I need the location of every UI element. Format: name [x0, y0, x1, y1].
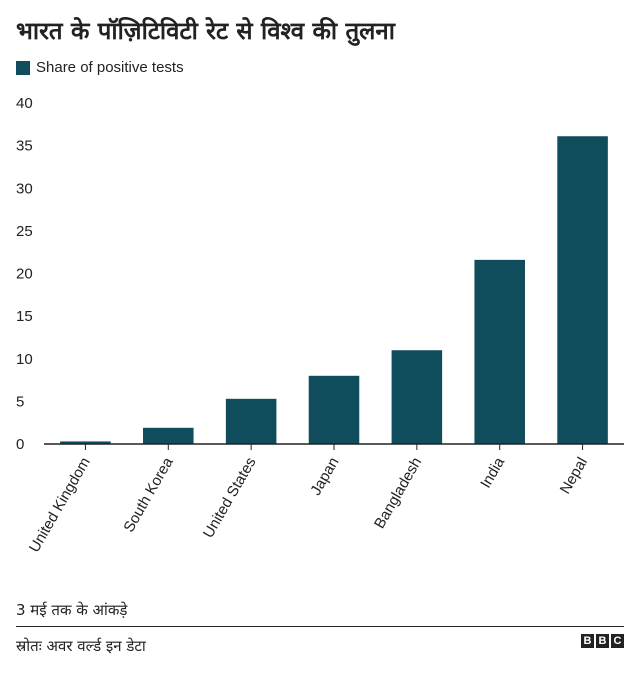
x-tick-label: United States	[200, 455, 260, 541]
bar	[60, 441, 111, 444]
chart-title: भारत के पॉज़िटिविटी रेट से विश्व की तुलन…	[16, 17, 395, 45]
y-tick-label: 30	[16, 180, 33, 197]
y-tick-label: 10	[16, 351, 33, 368]
y-tick-label: 5	[16, 393, 24, 410]
bar	[557, 136, 608, 444]
y-tick-label: 0	[16, 436, 24, 453]
footnote: 3 मई तक के आंकड़े	[16, 601, 128, 619]
y-tick-label: 40	[16, 95, 33, 112]
legend-label: Share of positive tests	[36, 59, 184, 76]
bar-chart: 0 5 10 15 20 25 30 35 40 United Kingdom South Kore…	[16, 95, 624, 556]
bbc-logo-letter: C	[611, 634, 624, 648]
x-tick-label: Nepal	[557, 455, 591, 497]
y-tick-label: 25	[16, 223, 33, 240]
bar	[474, 259, 525, 444]
legend-swatch	[16, 60, 30, 75]
x-tick-label: United Kingdom	[26, 455, 94, 556]
source-note: स्रोतः अवर वर्ल्ड इन डेटा	[16, 637, 146, 655]
bar	[308, 375, 360, 444]
x-tick-label: South Korea	[120, 454, 177, 535]
bar	[225, 398, 277, 444]
bar	[143, 427, 194, 444]
x-tick-label: Bangladesh	[371, 455, 425, 532]
x-tick-label: Japan	[307, 455, 342, 499]
x-tick-label: India	[477, 454, 508, 491]
bar	[391, 350, 443, 444]
footer-divider	[16, 626, 624, 627]
y-tick-label: 20	[16, 266, 33, 283]
y-tick-label: 35	[16, 138, 33, 155]
bbc-logo-letter: B	[596, 634, 609, 648]
y-tick-label: 15	[16, 308, 33, 325]
bbc-logo-letter: B	[581, 634, 594, 648]
bbc-logo: B B C	[581, 634, 624, 648]
legend: Share of positive tests	[16, 59, 184, 76]
